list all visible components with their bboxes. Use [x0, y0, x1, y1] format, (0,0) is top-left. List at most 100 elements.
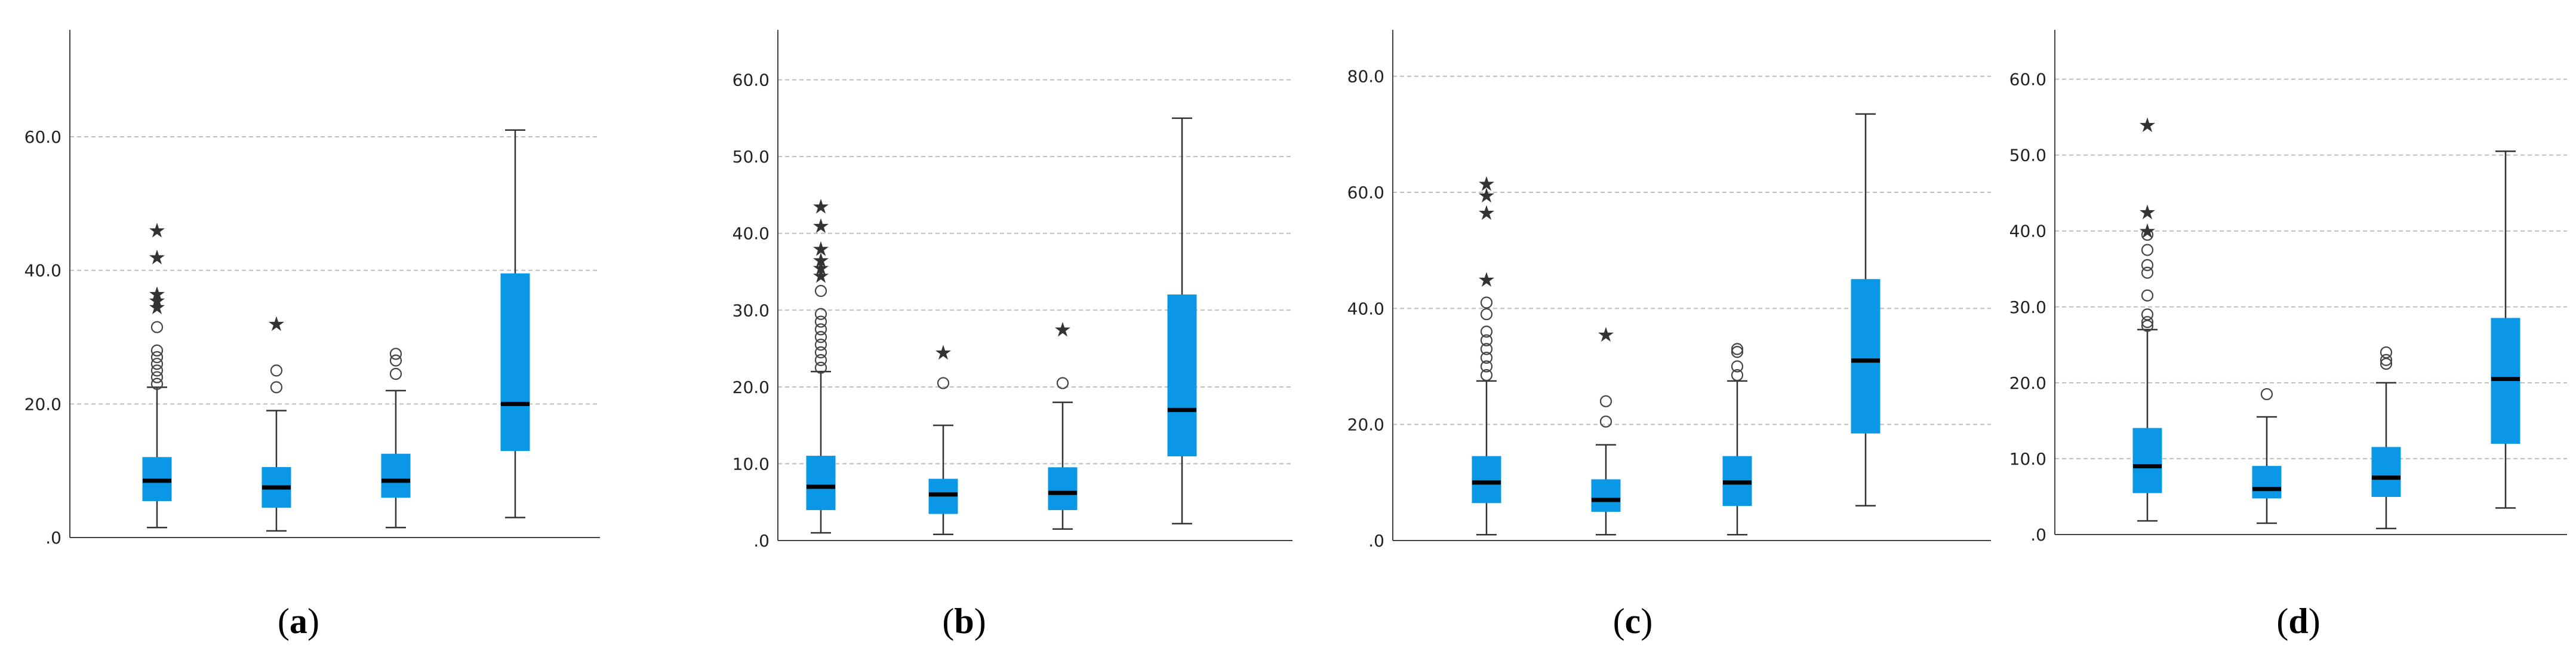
outlier-circle — [1599, 415, 1612, 428]
outlier-circle — [2141, 244, 2154, 256]
outlier-star: ★ — [1478, 184, 1495, 208]
outlier-star: ★ — [148, 289, 166, 313]
outlier-circle — [814, 323, 827, 336]
box-group-4 — [500, 129, 530, 518]
outlier-circle — [2141, 308, 2154, 321]
outlier-circle — [1731, 343, 1744, 355]
box — [381, 453, 411, 498]
outlier-circle — [150, 321, 164, 333]
outlier-circle — [1480, 296, 1493, 309]
outlier-star: ★ — [812, 249, 830, 273]
box-group-1: ★★★★ — [1472, 172, 1501, 536]
box-group-2: ★ — [261, 312, 291, 532]
box — [2252, 466, 2282, 499]
panel-label: (c) — [1613, 601, 1653, 641]
outlier-star: ★ — [812, 257, 830, 281]
box — [1048, 467, 1078, 511]
outlier-circle — [1480, 351, 1493, 364]
outlier-circle — [2141, 316, 2154, 328]
outlier-circle — [2141, 259, 2154, 272]
outlier-circle — [270, 381, 283, 394]
y-tick-label: 20.0 — [1347, 415, 1384, 435]
outlier-circle — [150, 364, 164, 377]
y-tick-label: 40.0 — [1347, 299, 1384, 318]
y-tick-label: 30.0 — [2009, 297, 2046, 317]
outlier-circle — [2141, 289, 2154, 302]
outlier-circle — [150, 371, 164, 383]
outlier-circle — [814, 339, 827, 351]
outlier-circle — [1599, 395, 1612, 407]
outlier-star: ★ — [148, 296, 166, 320]
outlier-circle — [2380, 346, 2393, 359]
box-group-2: ★ — [928, 341, 958, 535]
outlier-star: ★ — [267, 312, 285, 336]
box-group-4 — [1167, 117, 1197, 524]
outlier-circle — [389, 354, 402, 367]
y-tick-label: 60.0 — [24, 127, 61, 147]
outlier-star: ★ — [812, 264, 830, 288]
box-group-3 — [2371, 346, 2401, 530]
panel-b: .010.020.030.040.050.060.0★★★★★★★★(b) — [733, 30, 1292, 641]
outlier-star: ★ — [1478, 268, 1495, 292]
outlier-circle — [1480, 343, 1493, 355]
y-tick-label: .0 — [45, 528, 61, 548]
outlier-circle — [2380, 354, 2393, 366]
y-tick-label: 20.0 — [24, 394, 61, 414]
box-group-1: ★★★★★ — [142, 219, 172, 529]
panel-d: .010.020.030.040.050.060.0★★★(d) — [2009, 30, 2567, 641]
outlier-star: ★ — [812, 237, 830, 261]
outlier-star: ★ — [2138, 113, 2156, 137]
outlier-circle — [1480, 360, 1493, 373]
box-group-2: ★ — [1591, 323, 1621, 536]
y-tick-label: 60.0 — [2009, 70, 2046, 90]
outlier-star: ★ — [2138, 201, 2156, 225]
panel-label: (b) — [942, 601, 986, 641]
outlier-star: ★ — [2138, 220, 2156, 244]
outlier-circle — [937, 377, 950, 389]
y-tick-label: 30.0 — [733, 300, 770, 320]
outlier-star: ★ — [1478, 172, 1495, 196]
outlier-star: ★ — [148, 245, 166, 269]
outlier-circle — [1480, 326, 1493, 338]
box — [806, 456, 836, 511]
outlier-circle — [2141, 266, 2154, 279]
y-tick-label: 50.0 — [2009, 146, 2046, 165]
outlier-circle — [814, 285, 827, 297]
box-group-2 — [2252, 388, 2282, 524]
outlier-circle — [150, 377, 164, 390]
outlier-circle — [150, 344, 164, 357]
y-tick-label: .0 — [1368, 531, 1384, 551]
box — [2132, 428, 2162, 493]
box-group-4 — [1851, 113, 1881, 506]
outlier-circle — [814, 361, 827, 374]
y-tick-label: 20.0 — [2009, 373, 2046, 393]
y-tick-label: 20.0 — [733, 377, 770, 397]
outlier-circle — [814, 315, 827, 328]
outlier-circle — [1731, 360, 1744, 373]
outlier-circle — [814, 331, 827, 343]
y-tick-label: 40.0 — [733, 224, 770, 244]
box-group-3 — [381, 348, 411, 529]
box — [1472, 456, 1501, 503]
outlier-star: ★ — [812, 195, 830, 219]
y-tick-label: 80.0 — [1347, 67, 1384, 87]
outlier-circle — [1056, 377, 1069, 389]
box — [500, 273, 530, 452]
outlier-circle — [2260, 388, 2273, 401]
box — [1851, 279, 1881, 434]
y-tick-label: 40.0 — [2009, 222, 2046, 241]
y-tick-label: .0 — [2030, 525, 2046, 545]
outlier-star: ★ — [934, 341, 952, 365]
y-tick-label: 50.0 — [733, 147, 770, 167]
outlier-circle — [389, 367, 402, 380]
outlier-star: ★ — [1597, 323, 1615, 347]
box — [1591, 479, 1621, 512]
y-tick-label: 40.0 — [24, 261, 61, 281]
outlier-circle — [1480, 334, 1493, 346]
outlier-circle — [389, 348, 402, 360]
y-tick-label: 60.0 — [1347, 183, 1384, 202]
panel-c: .020.040.060.080.0★★★★★(c) — [1347, 30, 1991, 641]
panel-a: .020.040.060.0★★★★★★(a) — [24, 30, 600, 641]
outlier-circle — [814, 354, 827, 366]
